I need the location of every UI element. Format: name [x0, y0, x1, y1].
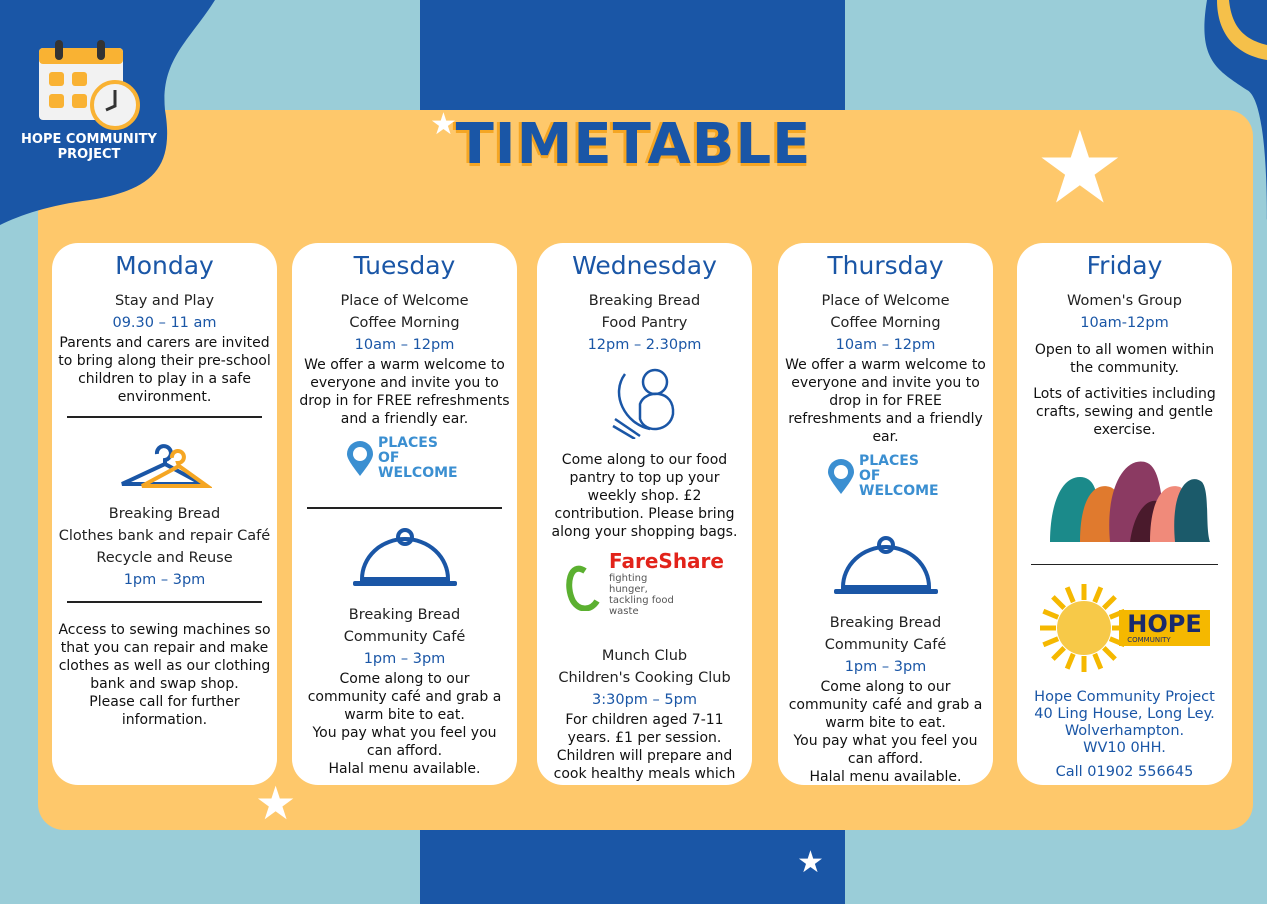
apple-icon	[566, 565, 600, 611]
activity-description: Open to all women within the community.	[1034, 342, 1215, 377]
location-pin-icon	[347, 440, 373, 476]
activity-title: Coffee Morning	[349, 315, 460, 331]
activity-title: Breaking Bread	[829, 615, 942, 631]
contact-info: 40 Ling House, Long Ley.	[1034, 705, 1215, 722]
page-title: TIMETABLE	[455, 112, 812, 177]
activity-title: Clothes bank and repair Café	[58, 528, 271, 544]
contact-info: Hope Community Project	[1034, 688, 1215, 705]
day-heading: Monday	[115, 251, 214, 280]
divider	[306, 507, 503, 509]
activity-title: Children's Cooking Club	[558, 670, 731, 686]
activity-time: 1pm – 3pm	[844, 659, 927, 675]
divider	[1031, 563, 1218, 566]
activity-description: Come along to our community café and gra…	[307, 671, 502, 723]
day-heading: Thursday	[827, 251, 944, 280]
activity-title: Breaking Bread	[588, 293, 701, 309]
activity-title: Recycle and Reuse	[96, 550, 233, 566]
hope-logo-subtext: COMMUNITY	[1127, 636, 1171, 645]
location-pin-icon	[828, 458, 854, 494]
cloche-icon	[350, 527, 460, 596]
activity-title: Munch Club	[601, 648, 688, 664]
hope-logo-text: HOPE	[1127, 610, 1202, 639]
day-heading: Wednesday	[572, 251, 717, 280]
activity-title: Community Café	[824, 637, 947, 653]
activity-title: Women's Group	[1067, 293, 1182, 309]
day-heading: Tuesday	[353, 251, 456, 280]
contact-info: Call 01902 556645	[1055, 764, 1194, 781]
activity-time: 12pm – 2.30pm	[587, 337, 702, 353]
day-card-thursday: Thursday Place of Welcome Coffee Morning 10…	[778, 243, 993, 785]
day-card-wednesday: Wednesday Breaking Bread Food Pantry 12pm –…	[537, 243, 752, 785]
activity-title: Breaking Bread	[348, 607, 461, 623]
activity-description: Halal menu available.	[809, 769, 962, 785]
top-stripe	[420, 0, 845, 112]
activity-description: Come along to our community café and gra…	[788, 679, 983, 731]
activity-description: Access to sewing machines so that you ca…	[58, 622, 271, 692]
star-icon: ★	[255, 776, 297, 830]
women-silhouettes-image	[1040, 447, 1210, 546]
divider	[66, 416, 263, 418]
hope-community-logo: HOPE COMMUNITY	[1039, 583, 1210, 673]
day-card-friday: Friday Women's Group 10am-12pm Open to all …	[1017, 243, 1232, 785]
contact-info: WV10 0HH.	[1083, 739, 1166, 756]
places-of-welcome-logo: PLACES OF WELCOME	[827, 454, 944, 499]
day-heading: Friday	[1086, 251, 1163, 280]
sun-icon	[1040, 584, 1129, 673]
activity-description: Parents and carers are invited to bring …	[58, 335, 271, 405]
places-of-welcome-logo: PLACES OF WELCOME	[346, 436, 463, 481]
activity-title: Stay and Play	[114, 293, 215, 309]
star-icon: ★	[797, 845, 824, 880]
cloche-icon	[831, 535, 941, 604]
brand-name: HOPE COMMUNITY PROJECT	[21, 132, 157, 162]
activity-description: Please call for further information.	[89, 694, 240, 728]
activity-description: We offer a warm welcome to everyone and …	[785, 357, 986, 445]
activity-description: We offer a warm welcome to everyone and …	[299, 357, 510, 427]
fareshare-tagline: fighting hunger, tackling food waste	[609, 573, 674, 617]
activity-time: 10am – 12pm	[354, 337, 455, 353]
places-of-welcome-label: PLACES OF WELCOME	[378, 435, 458, 481]
activity-description: You pay what you feel you can afford.	[312, 725, 497, 759]
activity-title: Community Café	[343, 629, 466, 645]
activity-title: Breaking Bread	[108, 506, 221, 522]
places-of-welcome-label: PLACES OF WELCOME	[859, 453, 939, 499]
activity-description: Lots of activities including crafts, sew…	[1033, 385, 1216, 438]
day-card-monday: Monday Stay and Play 09.30 – 11 am Parents …	[52, 243, 277, 785]
activity-title: Food Pantry	[601, 315, 688, 331]
activity-title: Coffee Morning	[830, 315, 941, 331]
activity-time: 3:30pm – 5pm	[592, 692, 697, 708]
activity-description: Come along to our food pantry to top up …	[551, 452, 738, 540]
activity-title: Place of Welcome	[340, 293, 469, 309]
activity-time: 1pm – 3pm	[363, 651, 446, 667]
star-icon: ★	[430, 107, 457, 142]
fareshare-name: FareShare	[609, 549, 724, 573]
activity-time: 1pm – 3pm	[123, 572, 206, 588]
bottom-stripe	[420, 828, 845, 904]
star-icon: ★	[1035, 109, 1125, 226]
activity-time: 10am-12pm	[1080, 315, 1169, 331]
corner-wave	[1204, 0, 1267, 220]
activity-description: You pay what you feel you can afford.	[793, 733, 978, 767]
calendar-clock-icon	[39, 40, 140, 130]
divider	[66, 601, 263, 603]
activity-description: For children aged 7-11 years. £1 per ses…	[553, 712, 736, 785]
activity-description: Halal menu available.	[328, 761, 481, 777]
vegetables-icon	[605, 364, 685, 443]
activity-time: 09.30 – 11 am	[112, 315, 217, 331]
hanger-icon	[117, 436, 214, 495]
contact-info: Wolverhampton.	[1064, 722, 1185, 739]
activity-title: Place of Welcome	[821, 293, 950, 309]
activity-time: 10am – 12pm	[835, 337, 936, 353]
fareshare-logo: FareShare fighting hunger, tackling food …	[565, 549, 724, 617]
day-card-tuesday: Tuesday Place of Welcome Coffee Morning 10a…	[292, 243, 517, 785]
